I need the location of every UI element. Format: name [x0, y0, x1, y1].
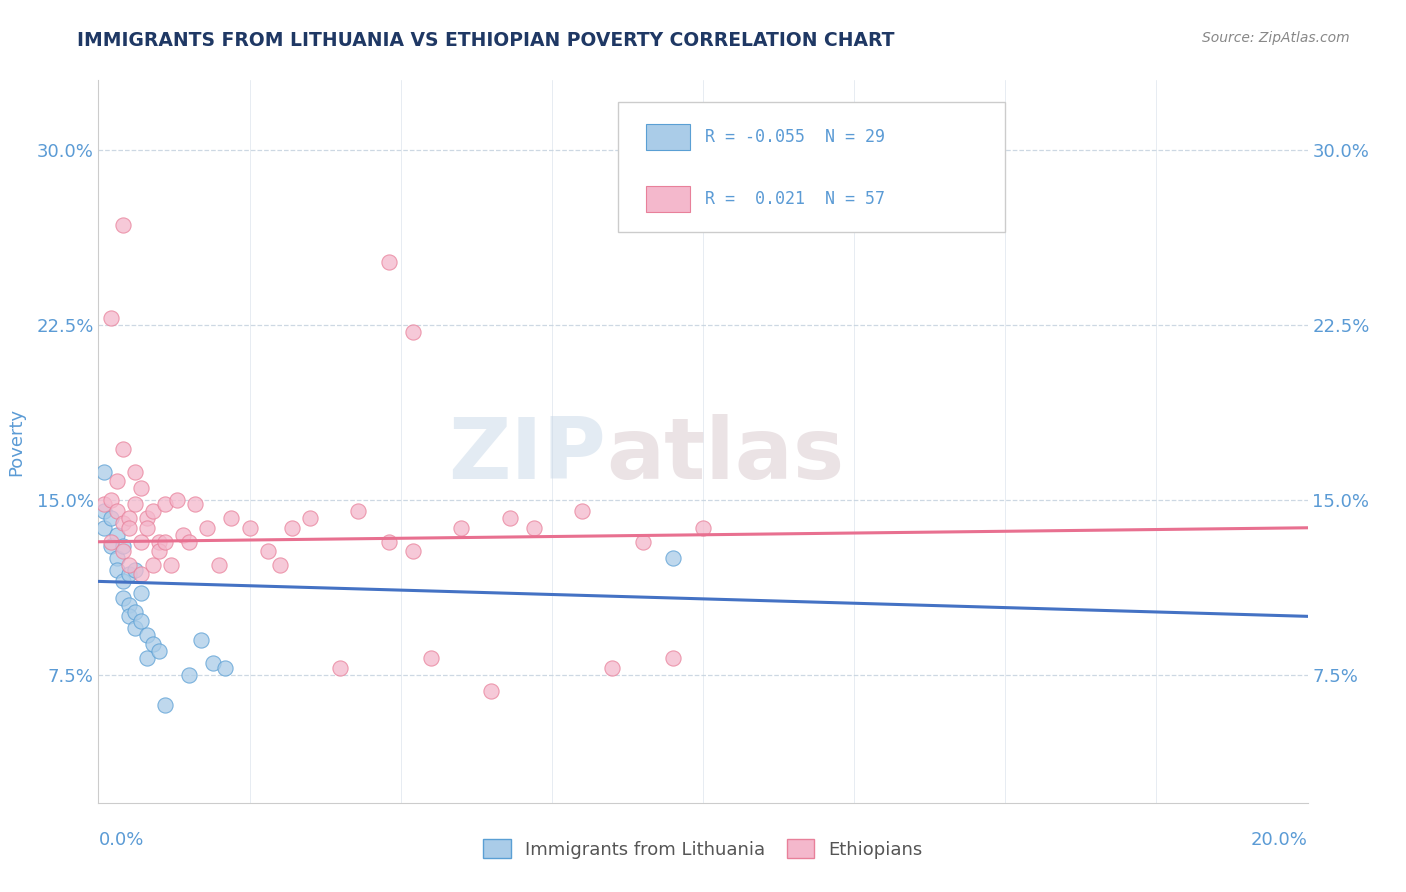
Point: [105, 551, 128, 566]
Point: [124, 465, 146, 479]
Point: [111, 218, 134, 232]
Point: [93, 465, 115, 479]
Point: [135, 511, 157, 525]
Text: 20.0%: 20.0%: [1251, 830, 1308, 849]
Point: [142, 504, 165, 518]
Text: R =  0.021  N = 57: R = 0.021 N = 57: [706, 190, 886, 208]
Point: [153, 498, 176, 512]
Point: [148, 534, 170, 549]
Point: [111, 442, 134, 456]
Point: [195, 521, 218, 535]
Point: [111, 544, 134, 558]
Text: R = -0.055  N = 29: R = -0.055 N = 29: [706, 128, 886, 146]
Point: [100, 534, 122, 549]
Point: [281, 521, 304, 535]
Point: [450, 521, 472, 535]
Point: [118, 567, 141, 582]
Point: [523, 521, 546, 535]
Point: [118, 511, 141, 525]
Point: [118, 558, 141, 572]
Point: [420, 651, 443, 665]
Point: [148, 544, 170, 558]
Point: [111, 516, 134, 530]
Point: [142, 637, 165, 651]
Point: [221, 511, 243, 525]
Point: [661, 651, 683, 665]
Point: [166, 492, 188, 507]
Point: [661, 551, 683, 566]
Text: atlas: atlas: [606, 415, 845, 498]
Point: [135, 521, 157, 535]
Point: [142, 558, 165, 572]
Point: [631, 534, 654, 549]
Point: [239, 521, 262, 535]
Point: [100, 311, 122, 326]
Legend: Immigrants from Lithuania, Ethiopians: Immigrants from Lithuania, Ethiopians: [477, 832, 929, 866]
Point: [111, 591, 134, 605]
Point: [299, 511, 322, 525]
Point: [692, 138, 714, 153]
Point: [100, 492, 122, 507]
Point: [93, 504, 115, 518]
Point: [402, 325, 425, 339]
Point: [179, 667, 201, 681]
Point: [602, 660, 624, 674]
Text: Source: ZipAtlas.com: Source: ZipAtlas.com: [1202, 31, 1350, 45]
Point: [124, 563, 146, 577]
Point: [148, 644, 170, 658]
FancyBboxPatch shape: [647, 124, 690, 151]
Point: [105, 504, 128, 518]
Point: [329, 660, 352, 674]
Point: [129, 567, 152, 582]
Point: [135, 651, 157, 665]
Point: [129, 586, 152, 600]
Point: [105, 563, 128, 577]
Point: [153, 534, 176, 549]
Point: [402, 544, 425, 558]
Y-axis label: Poverty: Poverty: [7, 408, 25, 475]
FancyBboxPatch shape: [619, 102, 1005, 232]
Point: [214, 660, 236, 674]
Point: [179, 534, 201, 549]
Point: [135, 628, 157, 642]
Point: [129, 614, 152, 628]
Point: [111, 574, 134, 589]
Point: [481, 684, 503, 698]
Point: [100, 511, 122, 525]
Point: [160, 558, 183, 572]
Point: [377, 255, 399, 269]
Point: [124, 498, 146, 512]
Point: [190, 632, 212, 647]
Point: [571, 504, 593, 518]
Point: [704, 148, 727, 162]
Point: [129, 534, 152, 549]
Point: [153, 698, 176, 712]
Point: [100, 540, 122, 554]
Point: [692, 521, 714, 535]
Point: [118, 521, 141, 535]
Point: [111, 540, 134, 554]
Point: [347, 504, 370, 518]
Text: ZIP: ZIP: [449, 415, 606, 498]
Point: [172, 528, 194, 542]
Point: [124, 605, 146, 619]
Point: [202, 656, 225, 670]
Point: [208, 558, 231, 572]
Point: [105, 528, 128, 542]
Point: [129, 481, 152, 495]
Point: [105, 474, 128, 488]
Point: [93, 498, 115, 512]
Point: [377, 534, 399, 549]
Point: [256, 544, 278, 558]
Point: [269, 558, 291, 572]
Point: [124, 621, 146, 635]
Point: [118, 609, 141, 624]
Text: IMMIGRANTS FROM LITHUANIA VS ETHIOPIAN POVERTY CORRELATION CHART: IMMIGRANTS FROM LITHUANIA VS ETHIOPIAN P…: [77, 31, 894, 50]
Point: [498, 511, 520, 525]
Point: [93, 521, 115, 535]
Point: [118, 598, 141, 612]
Text: 0.0%: 0.0%: [98, 830, 143, 849]
FancyBboxPatch shape: [647, 186, 690, 211]
Point: [184, 498, 207, 512]
